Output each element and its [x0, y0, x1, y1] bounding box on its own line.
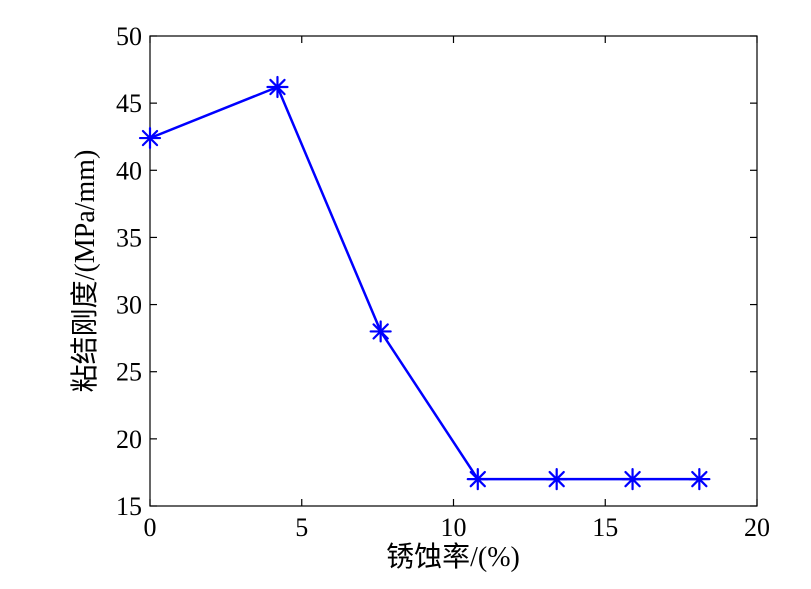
- x-tick-labels: 0 5 10 15 20: [144, 513, 771, 542]
- y-tick-label: 20: [116, 425, 142, 454]
- x-tick-label: 20: [744, 513, 770, 542]
- data-point: [138, 126, 162, 150]
- data-point: [688, 468, 711, 491]
- data-point: [369, 320, 392, 343]
- y-tick-label: 25: [116, 358, 142, 387]
- series: [138, 75, 711, 491]
- y-tick-label: 15: [116, 492, 142, 521]
- y-tick-label: 45: [116, 89, 142, 118]
- y-tick-label: 35: [116, 223, 142, 252]
- axis-ticks: [149, 35, 758, 507]
- x-axis-title: 锈蚀率/(%): [386, 541, 520, 573]
- data-point: [266, 75, 289, 99]
- y-tick-label: 30: [116, 291, 142, 320]
- x-tick-label: 10: [441, 513, 467, 542]
- x-tick-label: 0: [144, 513, 157, 542]
- plot-area: [149, 35, 758, 507]
- y-axis-title: 粘结刚度/(MPa/mm): [69, 150, 101, 393]
- x-tick-label: 5: [295, 513, 308, 542]
- data-point: [466, 468, 489, 491]
- data-point: [621, 468, 644, 491]
- y-tick-label: 50: [116, 22, 142, 51]
- y-tick-label: 40: [116, 156, 142, 185]
- x-tick-label: 15: [592, 513, 618, 542]
- data-point: [545, 468, 568, 491]
- y-tick-labels: 15 20 25 30 35 40 45 50: [116, 22, 142, 521]
